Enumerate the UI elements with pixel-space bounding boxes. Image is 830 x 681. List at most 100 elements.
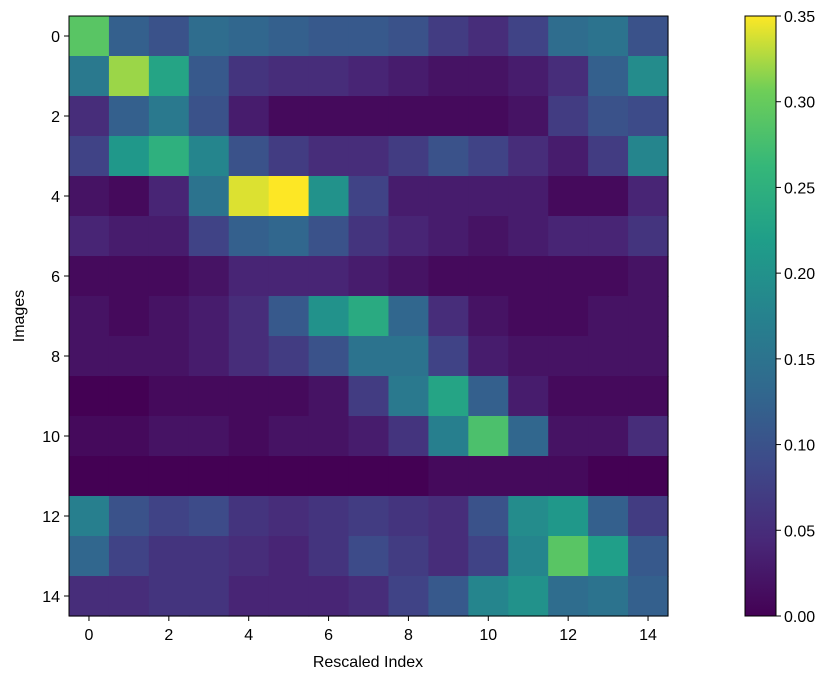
heatmap-cell — [348, 376, 390, 417]
heatmap-cell — [69, 16, 110, 57]
heatmap-cell — [428, 16, 469, 57]
heatmap-cell — [388, 96, 429, 137]
heatmap-cell — [588, 536, 629, 577]
heatmap-cell — [428, 136, 469, 177]
heatmap-cell — [348, 136, 390, 177]
heatmap-cell — [308, 456, 350, 497]
y-tick-label: 12 — [42, 509, 60, 526]
heatmap-cell — [228, 56, 270, 97]
heatmap-cell — [628, 496, 669, 537]
colorbar-ticks: 0.00 0.05 0.10 0.15 0.20 0.25 0.30 0.35 — [776, 9, 815, 626]
colorbar-tick-label: 0.35 — [784, 9, 815, 26]
heatmap-cell — [188, 376, 230, 417]
heatmap-cell — [108, 96, 150, 137]
heatmap-cell — [468, 336, 509, 377]
heatmap-cell — [508, 336, 549, 377]
heatmap-cell — [388, 216, 429, 257]
heatmap-cell — [508, 176, 549, 217]
heatmap-cell — [588, 256, 629, 297]
heatmap-cell — [508, 136, 549, 177]
heatmap-cell — [108, 496, 150, 537]
heatmap-cell — [188, 216, 230, 257]
heatmap-cell — [108, 536, 150, 577]
heatmap-cell — [548, 496, 589, 537]
heatmap-cell — [188, 96, 230, 137]
heatmap-cell — [348, 336, 390, 377]
colorbar-tick-label: 0.20 — [784, 266, 815, 283]
heatmap-cell — [148, 216, 190, 257]
heatmap-cell — [69, 456, 110, 497]
heatmap-cell — [588, 296, 629, 337]
heatmap-cell — [428, 336, 469, 377]
heatmap-cell — [468, 176, 509, 217]
heatmap-cell — [468, 96, 509, 137]
heatmap-cell — [69, 416, 110, 457]
heatmap-cell — [348, 456, 390, 497]
heatmap-cell — [108, 296, 150, 337]
heatmap-cell — [228, 416, 270, 457]
colorbar-tick-label: 0.15 — [784, 352, 815, 369]
heatmap-cell — [308, 256, 350, 297]
heatmap-cell — [388, 376, 429, 417]
heatmap-cell — [508, 416, 549, 457]
heatmap-cell — [228, 256, 270, 297]
heatmap-cell — [228, 336, 270, 377]
heatmap-cell — [188, 56, 230, 97]
heatmap-cell — [428, 96, 469, 137]
heatmap-cell — [69, 336, 110, 377]
heatmap-cell — [628, 16, 669, 57]
heatmap-cell — [468, 376, 509, 417]
heatmap-cell — [548, 56, 589, 97]
heatmap-cell — [308, 96, 350, 137]
heatmap-cell — [588, 336, 629, 377]
heatmap-cell — [228, 16, 270, 57]
heatmap-cell — [588, 456, 629, 497]
heatmap-cell — [69, 136, 110, 177]
heatmap-cell — [548, 216, 589, 257]
heatmap-cell — [388, 16, 429, 57]
heatmap-cell — [148, 376, 190, 417]
heatmap-cell — [588, 496, 629, 537]
heatmap-cell — [268, 256, 310, 297]
colorbar-tick-label: 0.05 — [784, 523, 815, 540]
x-tick-label: 4 — [244, 627, 253, 644]
heatmap-cell — [388, 176, 429, 217]
heatmap-cell — [628, 416, 669, 457]
heatmap-cell — [428, 456, 469, 497]
heatmap-cell — [428, 496, 469, 537]
heatmap-cell — [548, 536, 589, 577]
heatmap-cell — [548, 416, 589, 457]
heatmap-cell — [268, 96, 310, 137]
colorbar — [744, 15, 777, 617]
heatmap-cell — [428, 216, 469, 257]
heatmap-cell — [148, 456, 190, 497]
heatmap-cell — [108, 256, 150, 297]
heatmap-cell — [108, 16, 150, 57]
heatmap-cell — [228, 536, 270, 577]
heatmap-cell — [268, 496, 310, 537]
heatmap-cell — [228, 376, 270, 417]
heatmap-cell — [508, 536, 549, 577]
heatmap-cell — [428, 296, 469, 337]
heatmap-cell — [69, 536, 110, 577]
x-tick-label: 8 — [404, 627, 413, 644]
heatmap-cell — [228, 216, 270, 257]
heatmap-cell — [588, 96, 629, 137]
heatmap-cell — [188, 336, 230, 377]
heatmap-cell — [588, 576, 629, 617]
heatmap-cell — [148, 416, 190, 457]
heatmap-cell — [548, 256, 589, 297]
heatmap-cell — [508, 576, 549, 617]
heatmap-cell — [548, 16, 589, 57]
heatmap-cell — [508, 376, 549, 417]
heatmap-cell — [69, 496, 110, 537]
heatmap-cell — [548, 136, 589, 177]
heatmap-cell — [268, 16, 310, 57]
y-tick-label: 8 — [51, 349, 60, 366]
heatmap-cell — [508, 456, 549, 497]
heatmap-cell — [69, 256, 110, 297]
heatmap-cell — [428, 376, 469, 417]
heatmap-cell — [388, 256, 429, 297]
heatmap-cell — [268, 216, 310, 257]
heatmap-cell — [348, 176, 390, 217]
